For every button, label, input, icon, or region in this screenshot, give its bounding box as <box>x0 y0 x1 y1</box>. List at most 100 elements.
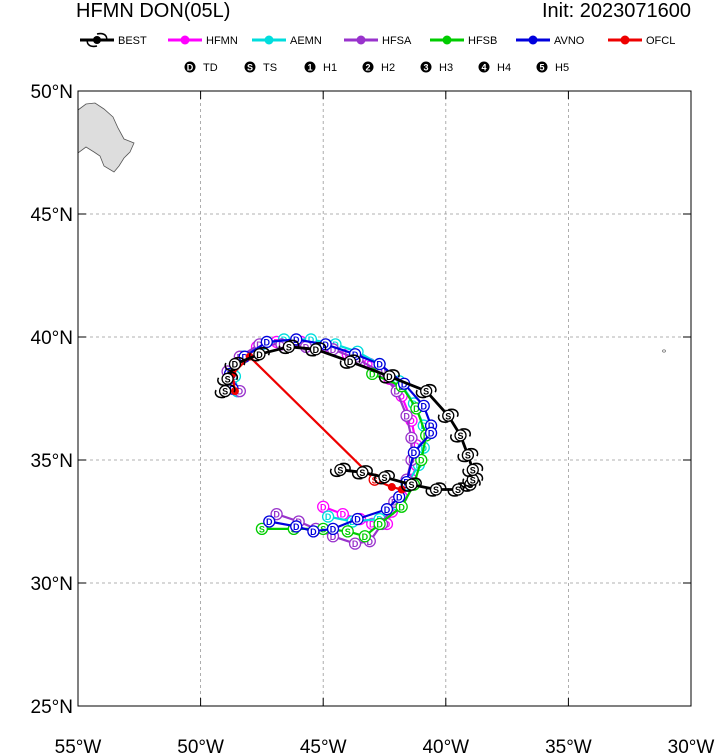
x-tick-label: 35°W <box>545 737 592 755</box>
storm-swirl-arm <box>457 453 469 463</box>
track-point-symbol: D <box>408 433 415 443</box>
storm-swirl-arm <box>374 475 385 485</box>
track-point-symbol: D <box>413 441 420 451</box>
track-point <box>405 478 418 491</box>
track-point-symbol: D <box>352 539 359 549</box>
intensity-symbol <box>184 61 196 73</box>
track-point <box>417 399 430 413</box>
chart-title: HFMN DON(05L) <box>76 0 231 22</box>
track-point-symbol: S <box>259 524 265 534</box>
storm-swirl-arm <box>248 352 260 362</box>
track-point-symbol: S <box>408 480 414 490</box>
track-point-symbol: S <box>445 411 451 421</box>
intensity-item-h2: 2 H2 <box>362 61 395 74</box>
track-point-symbol: D <box>256 340 263 350</box>
track-point-symbol: S <box>470 475 476 485</box>
storm-swirl-arm <box>460 428 472 437</box>
intensity-label: H3 <box>439 62 453 74</box>
intensity-item-ts: S TS <box>244 61 277 74</box>
legend-marker <box>356 35 366 45</box>
storm-swirl-arm <box>259 347 270 356</box>
track-point-symbol: D <box>398 502 405 512</box>
grid <box>78 91 691 706</box>
x-tick-label: 30°W <box>668 737 715 755</box>
intensity-item-h3: 3 H3 <box>420 61 453 74</box>
track-point <box>290 333 303 346</box>
track-point-symbol: D <box>237 387 244 397</box>
storm-swirl-arm <box>472 462 484 472</box>
plot-frame <box>77 90 692 707</box>
track-point-symbol: S <box>465 451 471 461</box>
intensity-symbol <box>304 61 316 73</box>
storm-swirl-arm <box>278 345 290 355</box>
legend-marker <box>620 35 630 45</box>
y-tick-label: 30°N <box>31 574 73 595</box>
intensity-label: TS <box>263 62 277 74</box>
storm-swirl-arm <box>447 488 459 497</box>
track-point-symbol: S <box>470 465 476 475</box>
storm-swirl-arm <box>400 483 412 492</box>
track-point <box>317 500 330 513</box>
storm-swirl-arm <box>214 389 226 399</box>
storm-swirl-arm <box>415 389 427 399</box>
track-point-symbol: D <box>367 537 374 547</box>
track-point-symbol: D <box>367 360 374 370</box>
track-point <box>442 409 455 422</box>
track-point-symbol: D <box>264 338 271 348</box>
track-point <box>400 409 413 422</box>
track-point-symbol: D <box>396 493 403 503</box>
intensity-item-h1: 1 H1 <box>304 61 337 74</box>
intensity-item-h5: 5 H5 <box>536 61 569 74</box>
intensity-symbol <box>478 61 490 73</box>
track-point <box>341 525 354 538</box>
legend-item-hfsb: HFSB <box>430 35 497 47</box>
track-point-symbol: D <box>428 421 435 431</box>
y-tick-label: 35°N <box>31 451 73 472</box>
legend-marker <box>264 35 274 45</box>
track-point-symbol: D <box>384 505 391 515</box>
track-point <box>373 517 386 531</box>
track-point <box>290 520 303 533</box>
track-point-symbol: D <box>330 345 337 355</box>
track-point-symbol: D <box>313 345 320 355</box>
track-point-symbol: D <box>256 350 263 360</box>
legend-label: HFSB <box>468 35 497 47</box>
init-time-label: Init: 2023071600 <box>541 0 691 22</box>
track-point <box>380 503 394 516</box>
intensity-symbol-glyph: 1 <box>307 63 312 73</box>
track-point-symbol: D <box>369 520 376 530</box>
track-point-symbol: D <box>232 360 239 370</box>
intensity-label: H1 <box>323 62 337 74</box>
intensity-symbol <box>420 61 432 73</box>
track-point <box>397 485 406 494</box>
track-point-symbol: S <box>381 473 387 483</box>
storm-swirl-arm <box>459 483 471 492</box>
x-tick-label: 40°W <box>422 737 469 755</box>
intensity-symbol <box>244 61 256 73</box>
legend-item-hfsa: HFSA <box>344 35 412 47</box>
track-point <box>351 512 364 526</box>
plot-area <box>78 91 691 706</box>
x-tick-label: 50°W <box>177 737 224 755</box>
track-point-symbol: D <box>330 524 337 534</box>
track-point-symbol: S <box>433 485 439 495</box>
tracks: DDDDDDDDDDDDDDDDDDDDDDDDDDDDDDDDDDDDDDDD… <box>214 333 484 550</box>
track-point <box>405 431 418 445</box>
intensity-legend: D TD S TS 1 H1 2 H2 3 H3 4 H4 5 H5 <box>184 61 569 74</box>
storm-swirl-arm <box>96 32 108 42</box>
track-point <box>309 343 322 356</box>
track-point-symbol: D <box>325 512 332 522</box>
intensity-label: H2 <box>381 62 395 74</box>
y-tick-label: 40°N <box>31 328 73 349</box>
legend-item-hfmn: HFMN <box>168 35 238 47</box>
legend-item-avno: AVNO <box>516 35 585 47</box>
intensity-label: H4 <box>497 62 511 74</box>
storm-swirl-arm <box>349 354 361 364</box>
track-point-symbol: S <box>423 387 429 397</box>
track-point-symbol: D <box>420 401 427 411</box>
intensity-symbol-glyph: 3 <box>423 63 428 73</box>
legend-label: OFCL <box>646 35 675 47</box>
storm-swirl-arm <box>462 468 473 478</box>
track-point-symbol: D <box>418 456 425 466</box>
y-tick-label: 50°N <box>31 82 73 103</box>
